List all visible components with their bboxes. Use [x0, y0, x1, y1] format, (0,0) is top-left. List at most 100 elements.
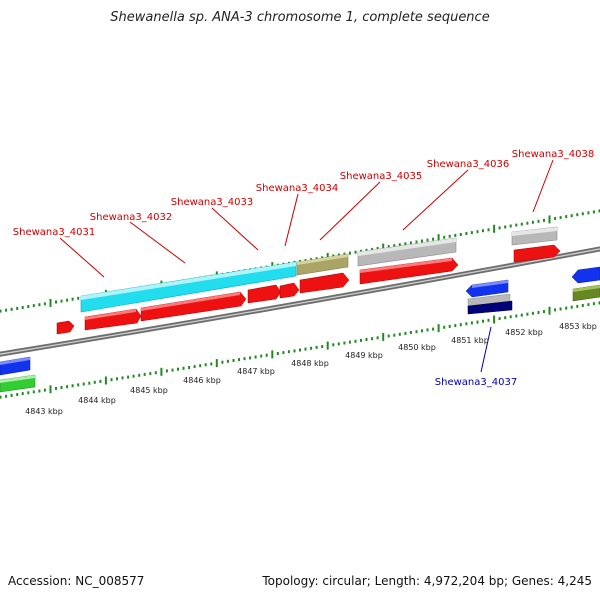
minor-tick: [299, 348, 301, 352]
major-tick: [104, 376, 107, 385]
minor-tick: [282, 351, 285, 355]
minor-tick: [38, 303, 41, 307]
topology-label: Topology: circular; Length: 4,972,204 bp…: [262, 574, 592, 588]
cds-arrow[interactable]: [56, 320, 75, 335]
minor-tick: [409, 331, 412, 334]
scale-label: 4847 kbp: [237, 367, 275, 376]
scale-label: 4844 kbp: [78, 396, 116, 405]
minor-tick: [55, 300, 57, 304]
map-title: Shewanella sp. ANA-3 chromosome 1, compl…: [110, 10, 490, 25]
minor-tick: [287, 350, 290, 354]
minor-tick: [27, 391, 30, 395]
minor-tick: [332, 254, 335, 258]
minor-tick: [504, 225, 507, 229]
minor-tick: [5, 308, 8, 312]
minor-tick: [165, 369, 168, 373]
minor-tick: [387, 245, 390, 249]
gene-label-4035[interactable]: Shewana3_4035: [340, 171, 422, 182]
minor-tick: [360, 338, 362, 342]
minor-tick: [465, 322, 468, 326]
minor-tick: [443, 235, 446, 239]
minor-tick: [199, 364, 202, 368]
minor-tick: [520, 222, 523, 226]
minor-tick: [454, 324, 457, 328]
cds-arrow[interactable]: [140, 291, 247, 322]
minor-tick: [487, 228, 490, 232]
minor-tick: [393, 333, 396, 337]
major-tick: [548, 306, 551, 315]
minor-tick: [348, 340, 351, 344]
minor-tick: [226, 359, 229, 363]
gene-block-navy[interactable]: [467, 300, 513, 315]
minor-tick: [559, 216, 562, 220]
minor-tick: [71, 384, 74, 388]
minor-tick: [509, 315, 512, 319]
minor-tick: [565, 215, 568, 219]
gene-label-4032[interactable]: Shewana3_4032: [90, 212, 172, 223]
minor-tick: [365, 248, 368, 252]
minor-tick: [598, 301, 600, 305]
cds-arrow[interactable]: [279, 282, 300, 299]
gene-label-4038[interactable]: Shewana3_4038: [512, 149, 594, 160]
minor-tick: [310, 346, 313, 350]
minor-tick: [587, 211, 590, 215]
minor-tick: [448, 234, 451, 238]
minor-tick: [409, 241, 412, 245]
gene-label-4034[interactable]: Shewana3_4034: [256, 183, 338, 194]
gene-label-4033[interactable]: Shewana3_4033: [171, 197, 253, 208]
minor-tick: [254, 355, 257, 359]
minor-tick: [32, 304, 35, 308]
minor-tick: [443, 325, 446, 329]
minor-tick: [82, 382, 85, 386]
minor-tick: [371, 247, 374, 251]
scale-label: 4848 kbp: [291, 359, 329, 368]
minor-tick: [459, 233, 462, 236]
minor-tick: [43, 302, 46, 306]
minor-tick: [210, 362, 213, 366]
major-tick: [160, 367, 163, 376]
gene-label-4031[interactable]: Shewana3_4031: [13, 227, 95, 238]
minor-tick: [238, 358, 240, 362]
feature-track-upper: [80, 226, 558, 313]
minor-tick: [365, 338, 368, 341]
minor-tick: [515, 223, 518, 227]
minor-tick: [337, 342, 340, 346]
cds-arrow-reverse[interactable]: [571, 266, 600, 284]
cds-arrow[interactable]: [247, 284, 282, 304]
feature-track-lower: [0, 266, 600, 393]
minor-tick: [498, 317, 501, 321]
minor-tick: [121, 376, 124, 380]
minor-tick: [404, 242, 407, 246]
major-tick: [326, 341, 329, 350]
minor-tick: [376, 247, 379, 250]
scale-label: 4852 kbp: [505, 328, 543, 337]
minor-tick: [426, 328, 429, 332]
gene-label-4037[interactable]: Shewana3_4037: [435, 377, 517, 388]
cds-arrow[interactable]: [359, 257, 459, 285]
minor-tick: [315, 345, 318, 349]
minor-tick: [454, 233, 457, 237]
minor-tick: [448, 324, 451, 328]
minor-tick: [498, 226, 501, 230]
cds-arrow[interactable]: [299, 272, 350, 294]
gene-label-4036[interactable]: Shewana3_4036: [427, 159, 509, 170]
minor-tick: [421, 239, 423, 243]
minor-tick: [554, 308, 557, 312]
scale-label: 4843 kbp: [25, 407, 63, 416]
minor-tick: [16, 306, 19, 310]
minor-tick: [5, 394, 8, 398]
minor-tick: [188, 366, 191, 369]
gene-block-olive[interactable]: [296, 253, 349, 276]
minor-tick: [387, 334, 390, 338]
accession-label: Accession: NC_008577: [8, 574, 145, 588]
scale-labels: 4843 kbp 4844 kbp 4845 kbp 4846 kbp 4847…: [25, 322, 597, 416]
minor-tick: [171, 368, 174, 372]
major-tick: [382, 243, 385, 252]
cds-arrow[interactable]: [513, 244, 561, 263]
minor-tick: [537, 311, 540, 314]
minor-tick: [132, 374, 135, 378]
minor-tick: [93, 380, 96, 384]
minor-tick: [432, 237, 435, 241]
minor-tick: [116, 377, 118, 381]
